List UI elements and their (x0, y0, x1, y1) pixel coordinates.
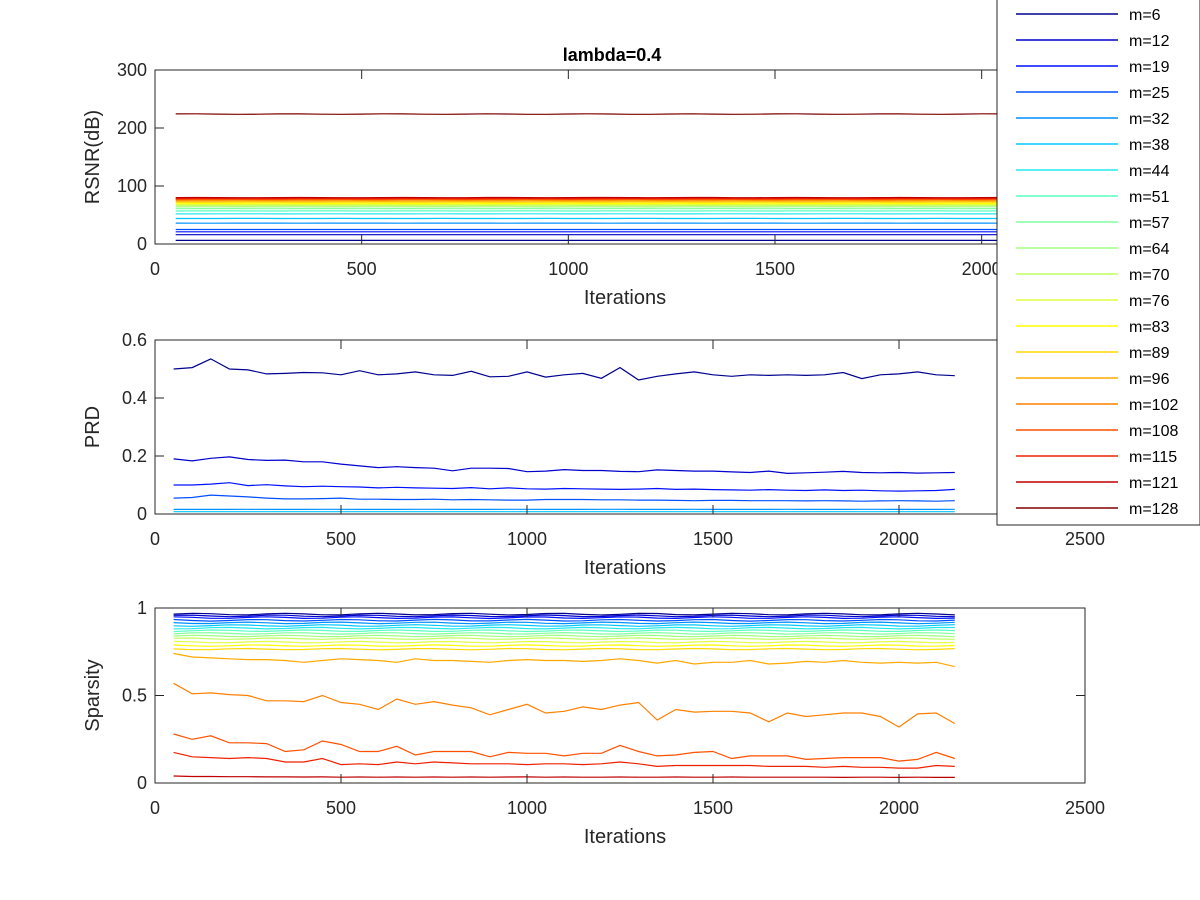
x-tick-label: 0 (150, 798, 160, 818)
series-line-m-6 (173, 612, 955, 616)
series-line-m-6 (173, 358, 955, 381)
series-line-m-108 (173, 733, 955, 762)
x-tick-label: 0 (150, 529, 160, 549)
y-axis-label: Sparsity (82, 659, 104, 731)
x-tick-label: 1500 (693, 529, 733, 549)
y-axis-label: PRD (82, 406, 104, 448)
series-line-m-19 (173, 482, 955, 492)
series-line-m-57 (173, 631, 955, 635)
y-tick-label: 0.2 (122, 446, 147, 466)
series-line-m-102 (173, 682, 956, 728)
series-line-m-83 (173, 644, 955, 647)
legend-label: m=96 (1129, 371, 1170, 388)
x-tick-label: 2500 (1065, 798, 1105, 818)
x-axis-label: Iterations (584, 287, 666, 309)
series-line-m-44 (173, 626, 955, 630)
axes-3: 0 500 1000 1500 2000 2500 0 0.5 1 Iterations Spars… (82, 598, 1105, 848)
legend-label: m=51 (1129, 189, 1170, 206)
legend-label: m=70 (1129, 267, 1170, 284)
series-line-m-51 (173, 629, 955, 633)
x-tick-label: 2000 (879, 529, 919, 549)
x-tick-label: 2000 (879, 798, 919, 818)
series-line-m-25 (173, 618, 955, 622)
legend-label: m=12 (1129, 33, 1170, 50)
legend-label: m=108 (1129, 423, 1178, 440)
y-tick-label: 100 (117, 176, 147, 196)
legend-label: m=57 (1129, 215, 1170, 232)
legend-label: m=25 (1129, 85, 1170, 102)
x-tick-label: 500 (347, 259, 377, 279)
x-tick-label: 0 (150, 259, 160, 279)
x-tick-label: 500 (326, 529, 356, 549)
y-tick-label: 200 (117, 118, 147, 138)
y-tick-label: 300 (117, 60, 147, 80)
y-tick-label: 0 (137, 773, 147, 793)
y-axis-label: RSNR(dB) (82, 110, 104, 204)
x-tick-label: 1500 (693, 798, 733, 818)
series-line-m-25 (173, 494, 955, 502)
series-line-m-76 (173, 640, 955, 644)
legend-label: m=128 (1129, 501, 1178, 518)
legend-label: m=32 (1129, 111, 1170, 128)
legend-label: m=6 (1129, 7, 1161, 24)
axes-box (154, 339, 1086, 515)
series-line-m-38 (173, 624, 955, 627)
legend-label: m=76 (1129, 293, 1170, 310)
y-tick-label: 0.6 (122, 330, 147, 350)
x-tick-label: 500 (326, 798, 356, 818)
x-tick-label: 1500 (755, 259, 795, 279)
x-tick-label: 1000 (507, 529, 547, 549)
series-line-m-121 (173, 775, 955, 779)
legend-label: m=121 (1129, 475, 1178, 492)
legend-label: m=89 (1129, 345, 1170, 362)
series-line-m-115 (173, 751, 955, 769)
legend-label: m=19 (1129, 59, 1170, 76)
legend-label: m=115 (1129, 449, 1177, 466)
x-tick-label: 1000 (548, 259, 588, 279)
legend-label: m=83 (1129, 319, 1170, 336)
series-line-m-64 (173, 634, 955, 638)
axes-1: 0 500 1000 1500 2000 0 100 200 300 Iterations RSNR… (82, 45, 1086, 309)
y-tick-label: 1 (137, 598, 147, 618)
legend-label: m=38 (1129, 137, 1170, 154)
series-line-m-128 (175, 113, 1044, 115)
y-tick-label: 0.4 (122, 388, 147, 408)
y-tick-label: 0.5 (122, 686, 147, 706)
axes-2: 0 500 1000 1500 2000 2500 0 0.2 0.4 0.6 Iterations… (82, 330, 1105, 579)
series-line-m-70 (173, 637, 955, 640)
series-line-m-96 (173, 652, 955, 668)
series-line-m-32 (173, 621, 955, 625)
x-tick-label: 2500 (1065, 529, 1105, 549)
series-line-m-12 (173, 456, 955, 475)
series-line-m-12 (173, 614, 955, 618)
x-tick-label: 1000 (507, 798, 547, 818)
x-axis-label: Iterations (584, 826, 666, 848)
legend: m=6 m=12 m=19 m=25 m=32 m=38 m=44 m=51 m=57 m=64 m… (996, 0, 1200, 526)
legend-label: m=102 (1129, 397, 1178, 414)
legend-box (996, 0, 1200, 526)
chart-title: lambda=0.4 (563, 45, 662, 65)
legend-label: m=44 (1129, 163, 1170, 180)
y-tick-label: 0 (137, 234, 147, 254)
series-line-m-89 (173, 647, 955, 651)
x-tick-label: 2000 (962, 259, 1002, 279)
y-tick-label: 0 (137, 504, 147, 524)
series-line-m-19 (173, 616, 955, 620)
x-axis-label: Iterations (584, 557, 666, 579)
legend-label: m=64 (1129, 241, 1170, 258)
